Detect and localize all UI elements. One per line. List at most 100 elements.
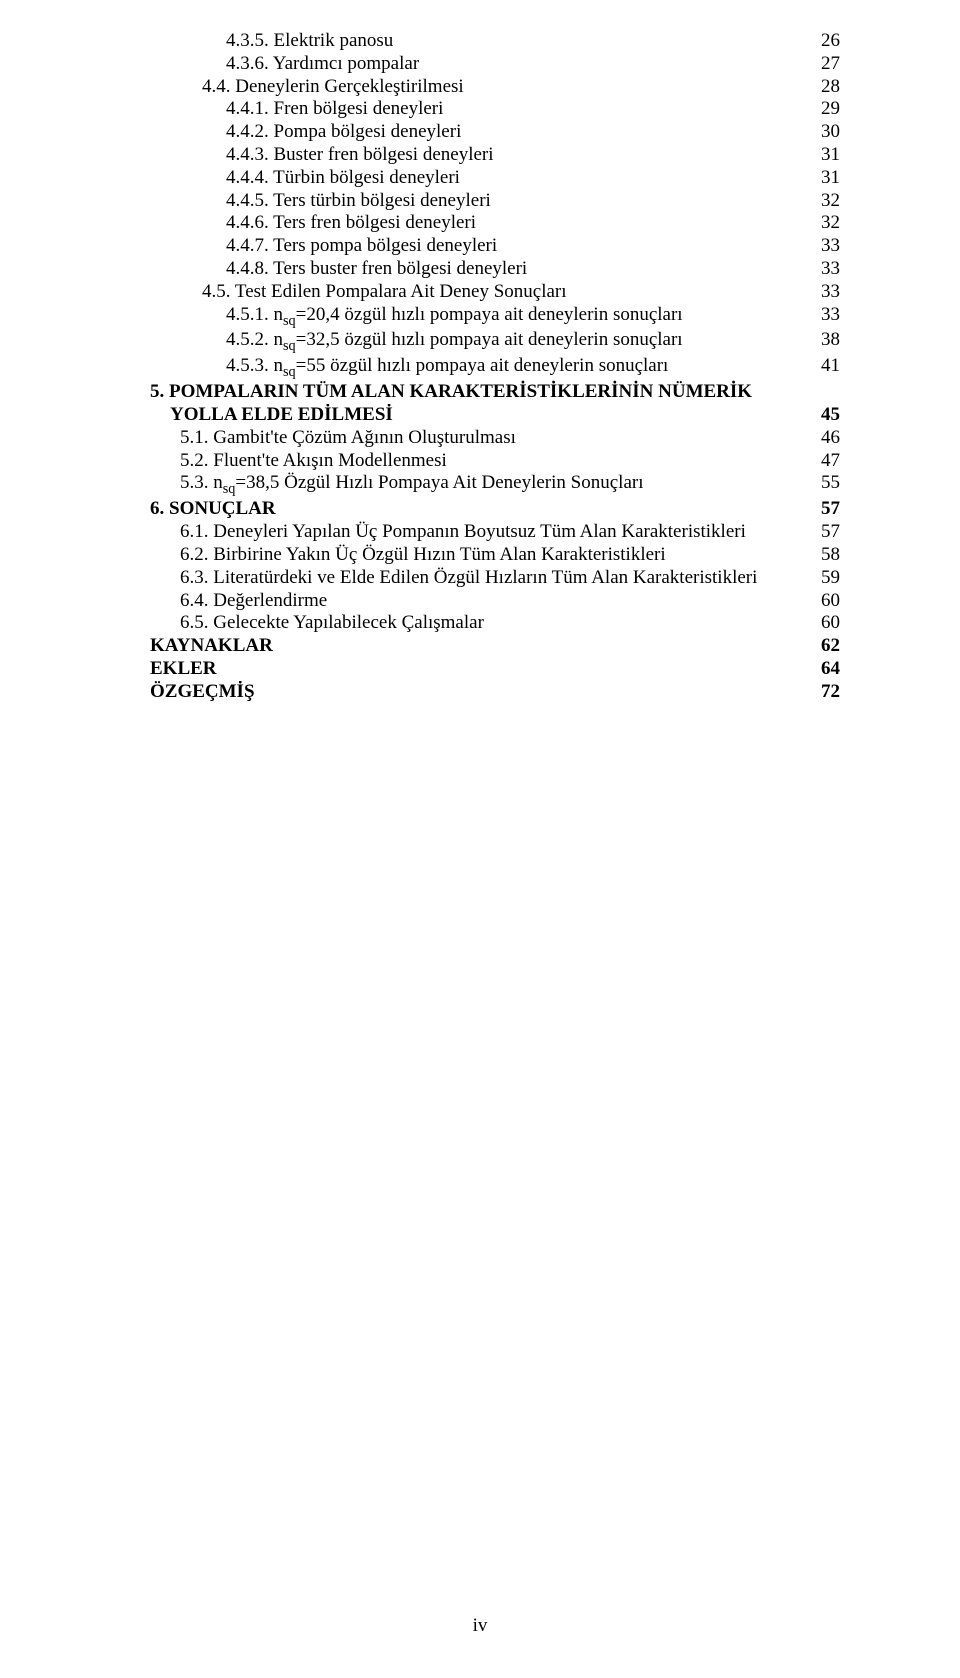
toc-entry-number: 4.5. xyxy=(202,281,231,302)
toc-entry-label: 6. SONUÇLAR xyxy=(150,498,276,521)
toc-entry-page: 60 xyxy=(809,590,840,613)
toc-entry: EKLER64 xyxy=(150,658,840,681)
toc-entry-text: Elektrik panosu xyxy=(274,30,394,51)
toc-entry: 5.2. Fluent'te Akışın Modellenmesi 47 xyxy=(150,450,840,473)
toc-entry-label: 4.3.5. Elektrik panosu xyxy=(226,30,393,53)
toc-entry: 4.4.2. Pompa bölgesi deneyleri 30 xyxy=(150,121,840,144)
toc-entry-label: KAYNAKLAR xyxy=(150,635,273,658)
toc-entry-label: 6.2. Birbirine Yakın Üç Özgül Hızın Tüm … xyxy=(180,544,666,567)
toc-entry-text: Test Edilen Pompalara Ait Deney Sonuçlar… xyxy=(235,281,567,302)
toc-entry-text: Fren bölgesi deneyleri xyxy=(274,98,444,119)
toc-entry-number: 4.5.2. xyxy=(226,329,269,350)
toc-entry: 4.4.1. Fren bölgesi deneyleri 29 xyxy=(150,98,840,121)
toc-entry-page: 47 xyxy=(809,450,840,473)
toc-entry-page: 64 xyxy=(809,658,840,681)
toc-entry-page: 31 xyxy=(809,167,840,190)
toc-entry-text: Gelecekte Yapılabilecek Çalışmalar xyxy=(213,612,484,633)
toc-entry-label: 4.4.8. Ters buster fren bölgesi deneyler… xyxy=(226,258,527,281)
toc-entry-line1: 5. POMPALARIN TÜM ALAN KARAKTERİSTİKLERİ… xyxy=(150,381,840,404)
toc-entry: KAYNAKLAR 62 xyxy=(150,635,840,658)
toc-entry: 4.4.4. Türbin bölgesi deneyleri 31 xyxy=(150,167,840,190)
toc-entry-label: 4.4.5. Ters türbin bölgesi deneyleri xyxy=(226,190,491,213)
toc-entry: 4.4.6. Ters fren bölgesi deneyleri 32 xyxy=(150,212,840,235)
toc-entry-number: 4.4.6. xyxy=(226,212,269,233)
toc-entry-number: 4.4.4. xyxy=(226,167,269,188)
toc-entry-text: nsq=20,4 özgül hızlı pompaya ait deneyle… xyxy=(274,304,683,325)
toc-entry-page: 57 xyxy=(809,498,840,521)
toc-entry-text: nsq=38,5 Özgül Hızlı Pompaya Ait Deneyle… xyxy=(213,472,643,493)
toc-entry-label: 6.3. Literatürdeki ve Elde Edilen Özgül … xyxy=(180,567,757,590)
toc-entry-label: 4.4.6. Ters fren bölgesi deneyleri xyxy=(226,212,476,235)
toc-entry-page: 27 xyxy=(809,53,840,76)
toc-entry-text: Ters pompa bölgesi deneyleri xyxy=(273,235,497,256)
toc-entry: 5. POMPALARIN TÜM ALAN KARAKTERİSTİKLERİ… xyxy=(150,381,840,427)
toc-entry-page: 41 xyxy=(809,355,840,378)
toc-entry-number: 4.4.7. xyxy=(226,235,269,256)
toc-entry-text: ÖZGEÇMİŞ xyxy=(150,681,255,702)
toc-entry-text: Fluent'te Akışın Modellenmesi xyxy=(213,450,447,471)
toc-entry-label: ÖZGEÇMİŞ xyxy=(150,681,255,704)
toc-entry-label: 6.5. Gelecekte Yapılabilecek Çalışmalar xyxy=(180,612,484,635)
toc-entry-text: Deneylerin Gerçekleştirilmesi xyxy=(235,76,463,97)
toc-entry-label: 5.2. Fluent'te Akışın Modellenmesi xyxy=(180,450,447,473)
toc-entry: 6.1. Deneyleri Yapılan Üç Pompanın Boyut… xyxy=(150,521,840,544)
toc-entry: 4.3.5. Elektrik panosu26 xyxy=(150,30,840,53)
toc-entry-number: 6.1. xyxy=(180,521,209,542)
toc-entry-number: 4.4. xyxy=(202,76,231,97)
toc-entry-text: Yardımcı pompalar xyxy=(273,53,419,74)
toc-entry: 4.5.1. nsq=20,4 özgül hızlı pompaya ait … xyxy=(150,304,840,330)
toc-entry-text: Pompa bölgesi deneyleri xyxy=(274,121,462,142)
toc-entry-number: 4.4.8. xyxy=(226,258,269,279)
toc-entry-number: 5.2. xyxy=(180,450,209,471)
toc-entry: 4.3.6. Yardımcı pompalar27 xyxy=(150,53,840,76)
toc-entry-page: 33 xyxy=(809,304,840,327)
toc-entry-text: Gambit'te Çözüm Ağının Oluşturulması xyxy=(213,427,516,448)
toc-entry-text: SONUÇLAR xyxy=(169,498,276,519)
toc-entry-number: 4.4.1. xyxy=(226,98,269,119)
toc-entry: 4.4.8. Ters buster fren bölgesi deneyler… xyxy=(150,258,840,281)
toc-entry-page: 31 xyxy=(809,144,840,167)
toc-entry-number: 5.3. xyxy=(180,472,209,493)
toc-entry: 4.4.3. Buster fren bölgesi deneyleri 31 xyxy=(150,144,840,167)
toc-entry-number: 4.3.5. xyxy=(226,30,269,51)
toc-entry-label: 4.4.4. Türbin bölgesi deneyleri xyxy=(226,167,460,190)
toc-entry-page: 33 xyxy=(809,235,840,258)
toc-entry-number: 5.1. xyxy=(180,427,209,448)
toc-entry: ÖZGEÇMİŞ72 xyxy=(150,681,840,704)
toc-entry-page: 32 xyxy=(809,190,840,213)
toc-entry-label: 4.5.1. nsq=20,4 özgül hızlı pompaya ait … xyxy=(226,304,683,330)
toc-entry-label: 4.4.7. Ters pompa bölgesi deneyleri xyxy=(226,235,497,258)
toc-entry-page: 58 xyxy=(809,544,840,567)
toc-entry: 6. SONUÇLAR 57 xyxy=(150,498,840,521)
toc-entry-number: 4.5.1. xyxy=(226,304,269,325)
toc-entry-page: 32 xyxy=(809,212,840,235)
toc-entry-text-cont: YOLLA ELDE EDİLMESİ xyxy=(170,404,393,427)
toc-entry: 5.1. Gambit'te Çözüm Ağının Oluşturulmas… xyxy=(150,427,840,450)
toc-entry-page: 33 xyxy=(809,281,840,304)
toc-entry-text: Deneyleri Yapılan Üç Pompanın Boyutsuz T… xyxy=(213,521,746,542)
toc-entry-page: 30 xyxy=(809,121,840,144)
toc-entry-page: 29 xyxy=(809,98,840,121)
toc-entry-page: 62 xyxy=(809,635,840,658)
toc-entry-page: 45 xyxy=(809,404,840,427)
toc-entry-label: 5.3. nsq=38,5 Özgül Hızlı Pompaya Ait De… xyxy=(180,472,643,498)
toc-entry: 6.3. Literatürdeki ve Elde Edilen Özgül … xyxy=(150,567,840,590)
toc-entry: 4.4.7. Ters pompa bölgesi deneyleri 33 xyxy=(150,235,840,258)
page-footer-number: iv xyxy=(0,1615,960,1638)
toc-entry-number: 4.4.3. xyxy=(226,144,269,165)
toc-entry-label: 4.4.3. Buster fren bölgesi deneyleri xyxy=(226,144,494,167)
toc-entry: 4.5.3. nsq=55 özgül hızlı pompaya ait de… xyxy=(150,355,840,381)
toc-entry-page: 60 xyxy=(809,612,840,635)
toc-entry-number: 6.4. xyxy=(180,590,209,611)
toc-entry-label: 4.5.3. nsq=55 özgül hızlı pompaya ait de… xyxy=(226,355,668,381)
toc-entry-text: Buster fren bölgesi deneyleri xyxy=(274,144,494,165)
toc-entry: 4.4.5. Ters türbin bölgesi deneyleri 32 xyxy=(150,190,840,213)
toc-entry-label: 6.1. Deneyleri Yapılan Üç Pompanın Boyut… xyxy=(180,521,746,544)
toc-entry-number: 4.4.2. xyxy=(226,121,269,142)
toc-entry-text: POMPALARIN TÜM ALAN KARAKTERİSTİKLERİNİN… xyxy=(169,381,752,402)
toc-entry: 4.5. Test Edilen Pompalara Ait Deney Son… xyxy=(150,281,840,304)
toc-entry-page: 33 xyxy=(809,258,840,281)
toc-entry-page: 28 xyxy=(809,76,840,99)
toc-entry-text: Değerlendirme xyxy=(213,590,327,611)
toc-entry: 4.5.2. nsq=32,5 özgül hızlı pompaya ait … xyxy=(150,329,840,355)
